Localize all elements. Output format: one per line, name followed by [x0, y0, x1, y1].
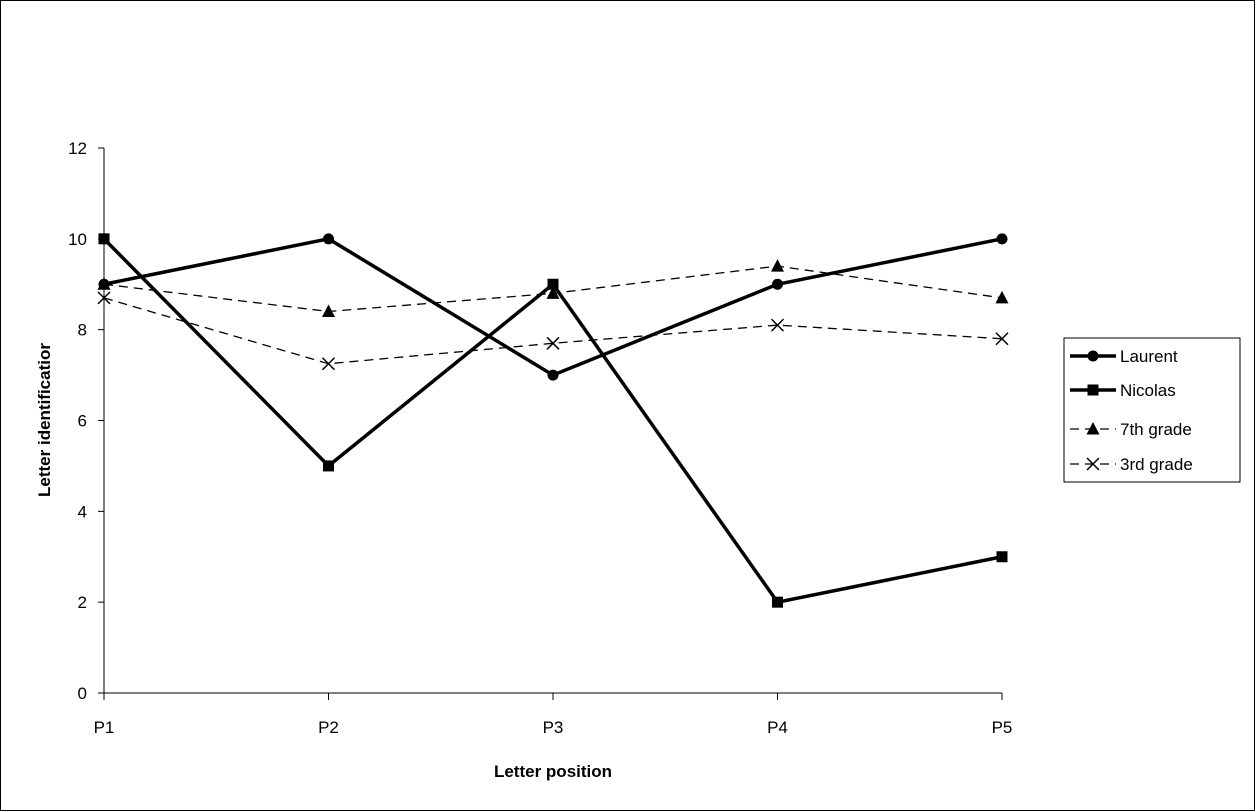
data-point-circle	[98, 278, 110, 290]
legend-item: Laurent	[1070, 347, 1178, 366]
data-point-x-stroke	[1086, 457, 1100, 471]
data-point-triangle	[546, 286, 560, 299]
data-point-x	[770, 318, 785, 332]
data-point-square	[996, 551, 1008, 563]
legend-item: 7th grade	[1070, 420, 1192, 439]
data-point-x-stroke	[995, 332, 1009, 346]
data-point-triangle	[771, 259, 784, 272]
x-tick-label: P3	[543, 718, 564, 737]
data-point-x-stroke	[97, 291, 111, 305]
data-point-square	[1087, 384, 1099, 396]
data-point-square	[323, 460, 334, 472]
data-point-triangle	[322, 304, 335, 317]
data-point-circle	[1087, 350, 1099, 362]
data-point-triangle	[1086, 422, 1100, 435]
series-7th-grade	[97, 259, 1009, 317]
data-point-x-stroke	[321, 357, 336, 371]
data-point-square	[772, 596, 783, 608]
legend-label: Nicolas	[1120, 381, 1176, 400]
series-nicolas	[98, 233, 1008, 608]
x-tick-label: P4	[767, 718, 788, 737]
series-layer	[97, 233, 1009, 608]
series-3rd-grade	[97, 291, 1009, 371]
legend: Laurent Nicolas 7th grade 3rd grade	[1063, 337, 1241, 483]
legend-item: Nicolas	[1070, 381, 1176, 400]
series-line	[103, 297, 1003, 365]
data-point-circle	[547, 369, 559, 381]
y-tick-label: 2	[78, 593, 87, 612]
x-tick-label: P1	[94, 718, 115, 737]
data-point-x	[1086, 457, 1100, 471]
data-point-x-stroke	[770, 318, 785, 332]
legend-label: Laurent	[1120, 347, 1178, 366]
y-tick-label: 0	[78, 684, 87, 703]
data-point-circle	[996, 233, 1008, 245]
x-tick-label: P2	[318, 718, 339, 737]
data-point-square	[547, 278, 559, 290]
y-axis-title: Letter identificatior	[35, 343, 54, 497]
legend-label: 3rd grade	[1120, 455, 1193, 474]
legend-box	[1063, 337, 1241, 483]
data-point-triangle	[995, 290, 1009, 304]
x-tick-label: P5	[992, 718, 1013, 737]
legend-item: 3rd grade	[1070, 455, 1193, 474]
data-point-x-stroke	[546, 336, 560, 350]
data-point-x	[321, 357, 336, 371]
data-point-x	[995, 332, 1009, 346]
data-point-circle	[323, 233, 334, 245]
data-point-circle	[772, 278, 783, 290]
y-tick-label: 10	[68, 230, 87, 249]
data-point-x	[546, 336, 560, 350]
data-point-square	[98, 233, 110, 245]
y-tick-label: 12	[68, 139, 87, 158]
y-tick-label: 4	[78, 502, 87, 521]
data-point-x	[97, 291, 111, 305]
series-laurent	[98, 233, 1008, 381]
x-axis-title: Letter position	[494, 762, 612, 781]
y-tick-label: 6	[78, 412, 87, 431]
y-tick-label: 8	[78, 321, 87, 340]
legend-label: 7th grade	[1120, 420, 1192, 439]
